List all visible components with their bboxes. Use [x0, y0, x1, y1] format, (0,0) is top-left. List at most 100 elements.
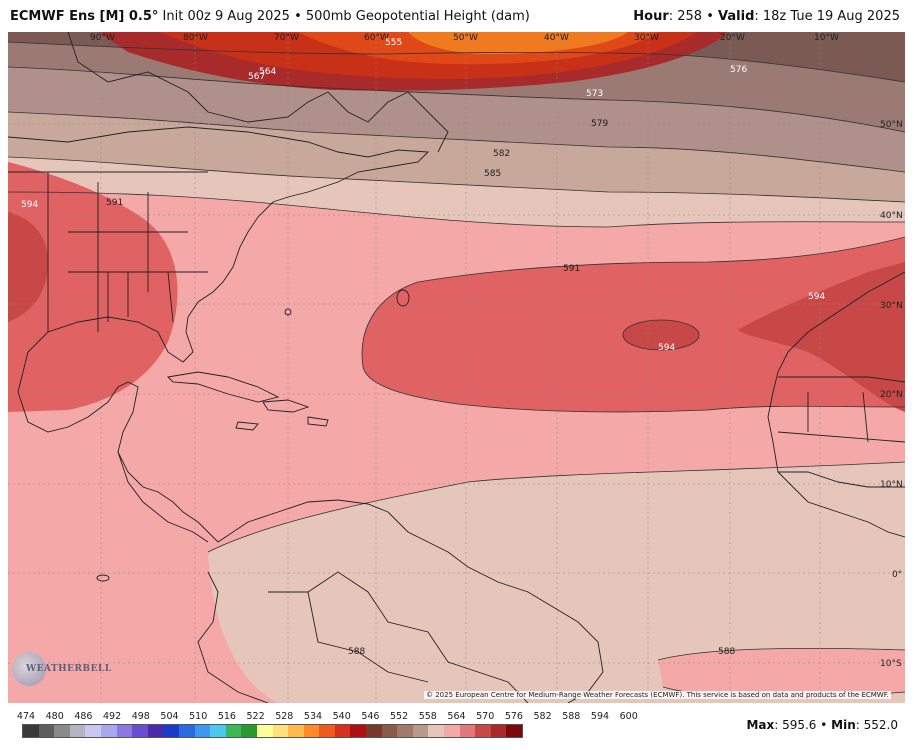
colorbar-tick-label: 540 — [332, 711, 351, 722]
colorbar-tick-label: 534 — [303, 711, 323, 722]
colorbar-swatch — [272, 725, 289, 737]
max-label: Max — [746, 718, 775, 732]
lat-label: 10°N — [880, 480, 903, 490]
colorbar-tick-label: 594 — [590, 711, 610, 722]
colorbar-swatch — [116, 725, 133, 737]
valid-time: Hour: 258 • Valid: 18z Tue 19 Aug 2025 — [633, 9, 900, 24]
height-594-cell-us — [8, 212, 48, 322]
colorbar-swatch — [132, 725, 148, 737]
contour-label: 579 — [591, 119, 608, 129]
colorbar-tick-label: 558 — [418, 711, 437, 722]
map-svg: 90°W 80°W 70°W 60°W 50°W 40°W 30°W 20°W … — [8, 32, 905, 703]
max-value: : 595.6 — [774, 718, 817, 732]
colorbar-swatch — [490, 725, 507, 737]
colorbar-swatch — [366, 725, 382, 737]
height-582-band — [208, 462, 905, 703]
hour-label: Hour — [633, 9, 669, 24]
colorbar-swatch — [350, 725, 367, 737]
contour-label: 591 — [563, 264, 580, 274]
lat-label: 20°N — [880, 390, 903, 400]
colorbar-tick-label: 588 — [562, 711, 581, 722]
colorbar-tick-label: 504 — [160, 711, 179, 722]
weatherbell-logo: WEATHERBELL — [12, 652, 111, 686]
colorbar-swatch — [54, 725, 70, 737]
lon-label: 60°W — [364, 33, 389, 43]
copyright-credit: © 2025 European Centre for Medium-Range … — [424, 691, 891, 699]
colorbar-tick-label: 582 — [533, 711, 552, 722]
contour-label: 555 — [385, 38, 402, 48]
colorbar-swatch — [38, 725, 55, 737]
contour-label: 594 — [808, 292, 825, 302]
lon-label: 20°W — [720, 33, 745, 43]
colorbar-swatch — [194, 725, 211, 737]
contour-label: 576 — [730, 65, 747, 75]
product-name: 500mb Geopotential Height (dam) — [305, 9, 530, 24]
colorbar-swatch — [475, 725, 491, 737]
model-name: ECMWF Ens [M] 0.5 — [10, 9, 152, 24]
colorbar-swatch — [69, 725, 86, 737]
height-552-core — [408, 32, 628, 54]
colorbar-tick-label: 570 — [476, 711, 495, 722]
contour-label: 564 — [259, 67, 276, 77]
colorbar-tick-label: 510 — [189, 711, 208, 722]
colorbar-swatch — [241, 725, 257, 737]
map-title: ECMWF Ens [M] 0.5° Init 00z 9 Aug 2025 •… — [10, 9, 530, 24]
forecast-map: 90°W 80°W 70°W 60°W 50°W 40°W 30°W 20°W … — [8, 32, 905, 703]
longitude-labels: 90°W 80°W 70°W 60°W 50°W 40°W 30°W 20°W … — [90, 33, 839, 43]
contour-label: 585 — [484, 169, 501, 179]
graticule — [8, 32, 905, 703]
contour-lines — [8, 41, 905, 698]
height-594-cell-africa — [738, 262, 905, 412]
lon-label: 40°W — [544, 33, 569, 43]
colorbar-tick-label: 528 — [275, 711, 294, 722]
colorbar-tick-label: 522 — [246, 711, 265, 722]
colorbar-swatch — [303, 725, 320, 737]
colorbar-swatch — [459, 725, 476, 737]
colorbar-tick-label: 498 — [131, 711, 150, 722]
latitude-labels: 50°N 40°N 30°N 20°N 10°N 0° 10°S — [880, 120, 903, 669]
colorbar-tick-label: 546 — [361, 711, 380, 722]
colorbar-swatch — [147, 725, 164, 737]
colorbar-swatch — [288, 725, 304, 737]
logo-text: WEATHERBELL — [26, 664, 112, 674]
contour-label: 591 — [106, 198, 123, 208]
header-bar: ECMWF Ens [M] 0.5° Init 00z 9 Aug 2025 •… — [0, 0, 914, 32]
logo-disc — [12, 652, 46, 686]
valid-separator: • — [706, 9, 714, 24]
colorbar-tick-label: 474 — [16, 711, 36, 722]
contour-label: 588 — [718, 647, 735, 657]
lon-label: 30°W — [634, 33, 659, 43]
colorbar-swatch — [163, 725, 179, 737]
colorbar-swatch — [100, 725, 117, 737]
colorbar-swatch — [381, 725, 398, 737]
colorbar-swatch — [178, 725, 195, 737]
colorbar-swatch — [334, 725, 351, 737]
colorbar-swatch — [444, 725, 460, 737]
min-label: Min — [831, 718, 856, 732]
lon-label: 10°W — [814, 33, 839, 43]
colorbar-swatch — [412, 725, 429, 737]
contour-label: 567 — [248, 72, 265, 82]
colorbar-swatch — [428, 725, 445, 737]
max-min-stats: Max: 595.6 • Min: 552.0 — [746, 718, 898, 732]
height-594-cell-atlantic — [623, 320, 699, 350]
lat-label: 0° — [892, 570, 902, 580]
colorbar-swatch — [256, 725, 273, 737]
colorbar-swatch — [210, 725, 226, 737]
colorbar-tick-label: 552 — [390, 711, 409, 722]
contour-value-labels: 555 564 567 573 576 579 582 585 591 591 … — [21, 38, 825, 657]
colorbar — [22, 724, 523, 738]
colorbar-swatch — [225, 725, 242, 737]
colorbar-tick-label: 480 — [45, 711, 64, 722]
init-time: Init 00z 9 Aug 2025 — [162, 9, 290, 24]
colorbar-tick-label: 486 — [74, 711, 93, 722]
height-591-ridge-us — [8, 162, 178, 412]
coastlines — [8, 32, 905, 703]
lon-label: 90°W — [90, 33, 115, 43]
colorbar-tick-label: 564 — [447, 711, 466, 722]
contour-label: 573 — [586, 89, 603, 99]
min-value: : 552.0 — [855, 718, 898, 732]
lat-label: 30°N — [880, 301, 903, 311]
colorbar-tick-label: 516 — [217, 711, 236, 722]
contour-label: 594 — [658, 343, 675, 353]
